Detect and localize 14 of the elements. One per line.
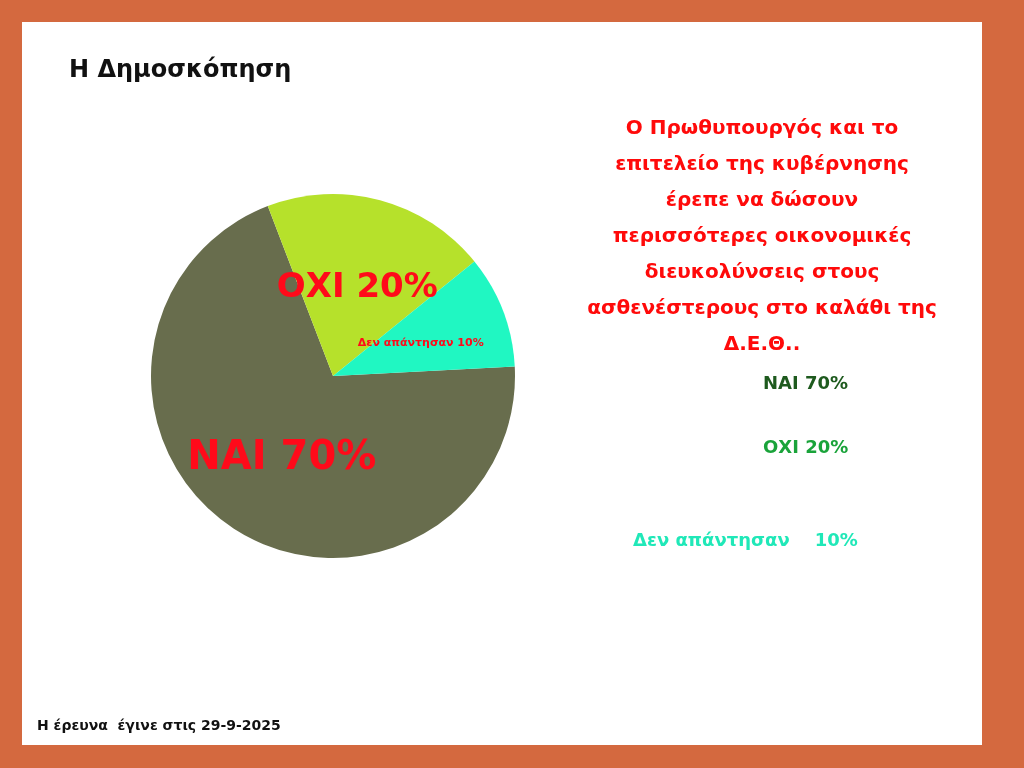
data-label: 20% — [356, 265, 438, 306]
slice-label: ΟΧΙ — [276, 265, 345, 306]
text: 20% — [805, 435, 849, 457]
text: 10% — [814, 528, 858, 550]
chart-title: Η Δημοσκόπηση — [69, 55, 292, 83]
text: 70% — [804, 371, 849, 393]
data-label: 70% — [280, 431, 377, 478]
data-label: 10% — [457, 335, 484, 349]
category-label: ΟΧΙ — [763, 435, 799, 457]
category-label: ΝΑΙ — [763, 371, 799, 393]
text: Η έρευνα έγινε στις 29-9-2025 — [37, 717, 281, 733]
text: Ο Πρωθυπουργός και το επιτελείο της κυβέρνησης έρεπε να δώσουν περισσότερες οικονομικές διευκολύνσεις στους ασθενέστερους στο καλάθι της Δ.Ε.Θ.. — [587, 115, 937, 355]
slice-label: ΝΑΙ — [187, 431, 267, 478]
category-label: Δεν απάντησαν — [633, 528, 790, 550]
